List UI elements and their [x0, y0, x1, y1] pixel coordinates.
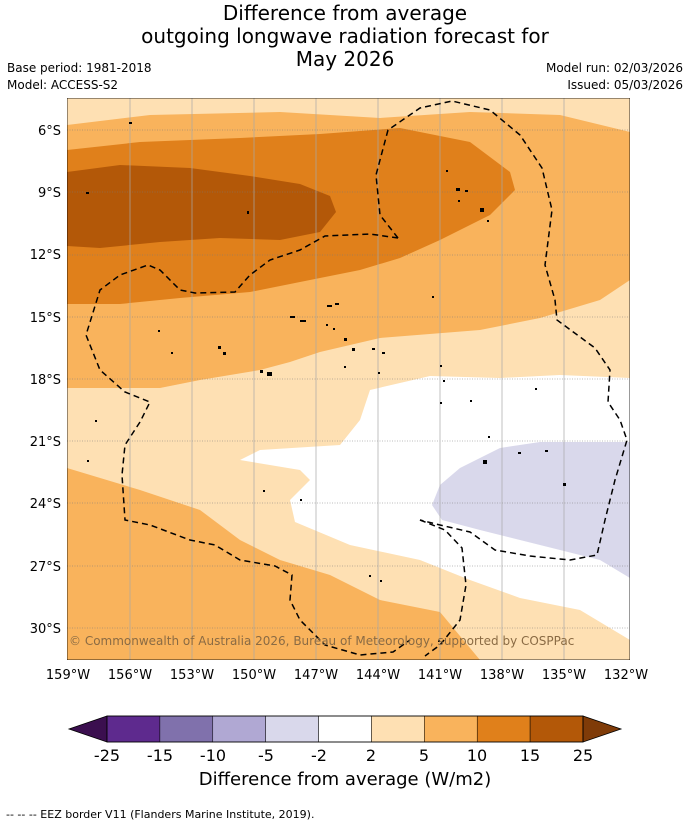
lat-label-27s: 27°S [30, 560, 61, 575]
meta-right: Model run: 02/03/2026 Issued: 05/03/2026 [546, 60, 683, 94]
longitude-labels: 159°W 156°W 153°W 150°W 147°W 144°W 141°… [46, 668, 648, 683]
lon-label-150w: 150°W [232, 668, 276, 683]
colorbar-tick: 2 [366, 746, 376, 765]
colorbar-tick: 5 [419, 746, 429, 765]
anomaly-zone-15-25 [67, 165, 336, 248]
meridian-lines [129, 98, 565, 660]
colorbar-extend-high [582, 715, 623, 743]
colorbar-segment [318, 715, 372, 743]
lon-label-156w: 156°W [108, 668, 152, 683]
lon-label-132w: 132°W [604, 668, 648, 683]
colorbar-segment [529, 715, 584, 743]
title-line-3: May 2026 [295, 47, 395, 71]
lon-label-141w: 141°W [418, 668, 462, 683]
lon-label-159w: 159°W [46, 668, 90, 683]
issued-date: Issued: 05/03/2026 [567, 78, 683, 92]
copyright-notice: © Commonwealth of Australia 2026, Bureau… [69, 634, 575, 648]
eez-border-line [375, 100, 628, 561]
eez-legend-footer: -- -- -- EEZ border V11 (Flanders Marine… [6, 808, 315, 821]
colorbar-tick: -10 [200, 746, 226, 765]
islands [86, 122, 566, 642]
map-area [67, 98, 630, 660]
title-line-2: outgoing longwave radiation forecast for [141, 24, 549, 48]
lat-label-21s: 21°S [30, 435, 61, 450]
latitude-labels: 6°S 9°S 12°S 15°S 18°S 21°S 24°S 27°S 30… [30, 124, 61, 637]
model-name: Model: ACCESS-S2 [7, 78, 119, 92]
lat-label-15s: 15°S [30, 311, 61, 326]
lat-label-18s: 18°S [30, 373, 61, 388]
colorbar-tick: -2 [311, 746, 327, 765]
colorbar-tick: 25 [573, 746, 593, 765]
colorbar-tick: -25 [94, 746, 120, 765]
lat-label-30s: 30°S [30, 622, 61, 637]
colorbar-segment [371, 715, 425, 743]
lon-label-138w: 138°W [480, 668, 524, 683]
colorbar-segment [106, 715, 161, 743]
colorbar-tick: -15 [147, 746, 173, 765]
colorbar-segment [476, 715, 531, 743]
colorbar-segment [212, 715, 266, 743]
colorbar-tick: -5 [258, 746, 274, 765]
base-period: Base period: 1981-2018 [7, 61, 152, 75]
colorbar-extend-low [67, 715, 108, 743]
lon-label-147w: 147°W [294, 668, 338, 683]
lon-label-135w: 135°W [542, 668, 586, 683]
lat-label-24s: 24°S [30, 497, 61, 512]
colorbar-tick: 10 [467, 746, 487, 765]
lat-label-12s: 12°S [30, 248, 61, 263]
colorbar-title: Difference from average (W/m2) [198, 769, 492, 790]
colorbar: -25 -15 -10 -5 -2 2 5 10 15 25 [67, 715, 623, 765]
colorbar-tick: 15 [520, 746, 540, 765]
model-run: Model run: 02/03/2026 [545, 61, 683, 75]
colorbar-segments [106, 715, 584, 743]
eez-borders [85, 100, 628, 657]
colorbar-segment [424, 715, 478, 743]
lon-label-144w: 144°W [356, 668, 400, 683]
colorbar-ticks: -25 -15 -10 -5 -2 2 5 10 15 25 [94, 746, 593, 765]
anomaly-zone-neg5-neg2 [432, 442, 630, 578]
lat-label-9s: 9°S [38, 186, 61, 201]
lat-label-6s: 6°S [38, 124, 61, 139]
lon-label-153w: 153°W [170, 668, 214, 683]
title-line-1: Difference from average [222, 1, 468, 25]
chart-title: Difference from average outgoing longwav… [0, 2, 690, 71]
colorbar-segment [159, 715, 214, 743]
meta-left: Base period: 1981-2018 Model: ACCESS-S2 [7, 60, 152, 94]
colorbar-segment [265, 715, 319, 743]
colorbar-frame [106, 715, 584, 743]
